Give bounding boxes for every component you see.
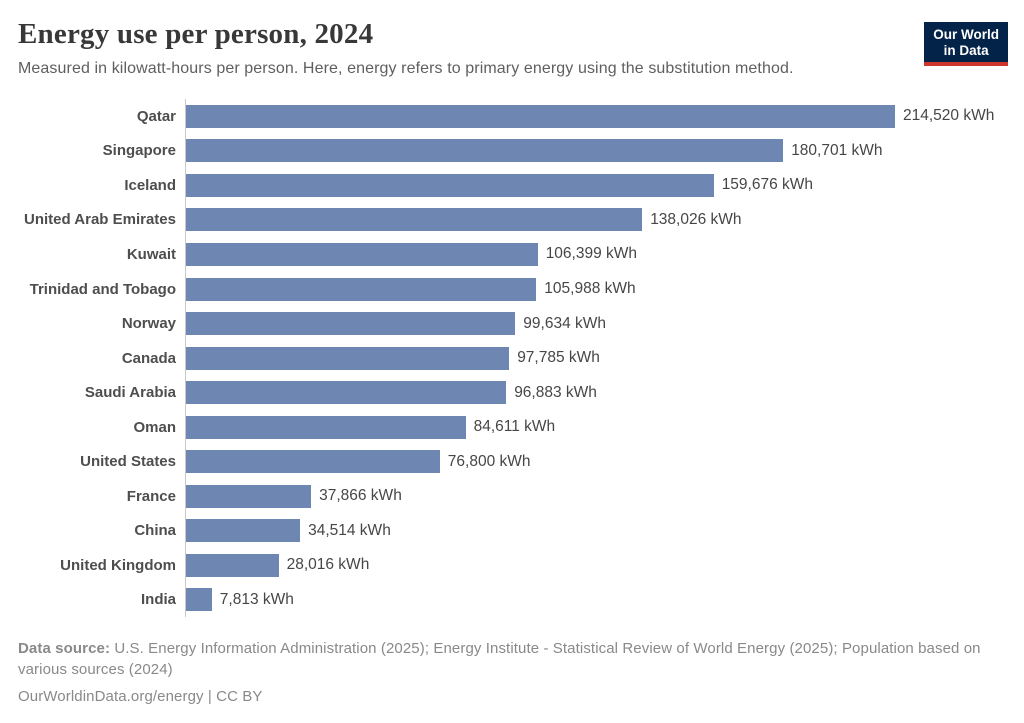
country-label: Canada: [121, 349, 176, 367]
bar[interactable]: [186, 381, 507, 405]
bar-track: 138,026 kWh: [185, 202, 1006, 238]
bar-row: Qatar 214,520 kWh: [18, 99, 1006, 134]
country-label: United Arab Emirates: [24, 211, 176, 229]
data-source-note: Data source: U.S. Energy Information Adm…: [18, 638, 1003, 680]
country-label: Iceland: [124, 176, 176, 194]
value-label: 106,399 kWh: [545, 245, 638, 263]
bar[interactable]: [186, 208, 643, 232]
country-label: France: [126, 487, 176, 505]
bar-track: 106,399 kWh: [185, 237, 1006, 272]
country-label: China: [134, 522, 176, 540]
value-label: 37,866 kWh: [319, 487, 402, 505]
bar[interactable]: [186, 312, 516, 336]
value-label: 84,611 kWh: [473, 418, 556, 436]
bar-track: 34,514 kWh: [185, 513, 1006, 549]
bar-row: Canada 97,785 kWh: [18, 340, 1006, 376]
country-label: Saudi Arabia: [84, 384, 176, 402]
country-label: Singapore: [102, 142, 176, 160]
country-label: United States: [80, 453, 176, 471]
bar-row: France 37,866 kWh: [18, 479, 1006, 514]
value-label: 180,701 kWh: [791, 141, 883, 159]
bar-row: Norway 99,634 kWh: [18, 306, 1006, 341]
value-label: 96,883 kWh: [514, 383, 597, 401]
chart-subtitle: Measured in kilowatt-hours per person. H…: [18, 60, 794, 77]
value-label: 34,514 kWh: [308, 521, 391, 539]
bar-row: Saudi Arabia 96,883 kWh: [18, 375, 1006, 410]
bar-row: China 34,514 kWh: [18, 513, 1006, 549]
country-label: Oman: [133, 418, 176, 436]
country-label: United Kingdom: [60, 556, 176, 574]
bar-row: United Arab Emirates 138,026 kWh: [18, 202, 1006, 238]
bar-track: 28,016 kWh: [185, 548, 1006, 583]
bar-row: Oman 84,611 kWh: [18, 409, 1006, 445]
bar[interactable]: [186, 242, 538, 266]
bar[interactable]: [186, 346, 510, 370]
country-label: Norway: [121, 315, 176, 333]
chart-title: Energy use per person, 2024: [18, 18, 374, 50]
value-label: 138,026 kWh: [650, 210, 742, 228]
bar[interactable]: [186, 450, 440, 474]
country-label: India: [140, 591, 176, 609]
bar-row: United States 76,800 kWh: [18, 444, 1006, 480]
bar[interactable]: [186, 519, 301, 543]
bar-row: Kuwait 106,399 kWh: [18, 237, 1006, 272]
value-label: 105,988 kWh: [544, 280, 636, 297]
value-label: 159,676 kWh: [721, 176, 814, 194]
bar-row: Singapore 180,701 kWh: [18, 133, 1006, 169]
bar-row: United Kingdom 28,016 kWh: [18, 548, 1006, 583]
owid-logo[interactable]: Our World in Data: [924, 22, 1008, 66]
bar[interactable]: [186, 173, 714, 197]
bar[interactable]: [186, 588, 212, 612]
bar-row: Trinidad and Tobago 105,988 kWh: [18, 271, 1006, 307]
country-label: Trinidad and Tobago: [29, 280, 176, 298]
bar[interactable]: [186, 104, 895, 128]
chart-footer: Data source: U.S. Energy Information Adm…: [18, 638, 1003, 707]
bar-track: 37,866 kWh: [185, 479, 1006, 514]
value-label: 97,785 kWh: [517, 349, 600, 367]
value-label: 7,813 kWh: [219, 590, 294, 608]
bar-track: 97,785 kWh: [185, 340, 1006, 376]
bar-row: India 7,813 kWh: [18, 582, 1006, 618]
bar-row: Iceland 159,676 kWh: [18, 168, 1006, 203]
bar-rows: Qatar 214,520 kWh Singapore 180,701 kWh …: [18, 99, 1006, 618]
attribution-line: OurWorldinData.org/energy | CC BY: [18, 688, 263, 706]
bar-track: 214,520 kWh: [185, 99, 1006, 134]
bar-chart: Qatar 214,520 kWh Singapore 180,701 kWh …: [18, 99, 1006, 618]
value-label: 99,634 kWh: [523, 314, 607, 332]
data-source-text: U.S. Energy Information Administration (…: [18, 640, 981, 679]
bar-track: 96,883 kWh: [185, 375, 1006, 410]
country-label: Kuwait: [126, 245, 176, 263]
bar[interactable]: [186, 484, 312, 508]
value-label: 76,800 kWh: [447, 452, 531, 470]
data-source-label: Data source:: [18, 640, 111, 658]
bar-track: 99,634 kWh: [185, 306, 1006, 341]
bar-track: 180,701 kWh: [185, 133, 1006, 169]
bar[interactable]: [186, 139, 784, 163]
bar[interactable]: [186, 553, 279, 577]
value-label: 28,016 kWh: [286, 556, 370, 574]
bar-track: 76,800 kWh: [185, 444, 1006, 480]
bar-track: 159,676 kWh: [185, 168, 1006, 203]
bar-track: 105,988 kWh: [185, 271, 1006, 307]
owid-logo-line1: Our World: [933, 27, 999, 42]
owid-logo-line2: in Data: [943, 43, 989, 58]
bar[interactable]: [186, 415, 466, 439]
bar-track: 84,611 kWh: [185, 409, 1006, 445]
bar-track: 7,813 kWh: [185, 582, 1006, 618]
value-label: 214,520 kWh: [903, 107, 995, 125]
bar[interactable]: [186, 277, 537, 301]
country-label: Qatar: [136, 107, 176, 125]
